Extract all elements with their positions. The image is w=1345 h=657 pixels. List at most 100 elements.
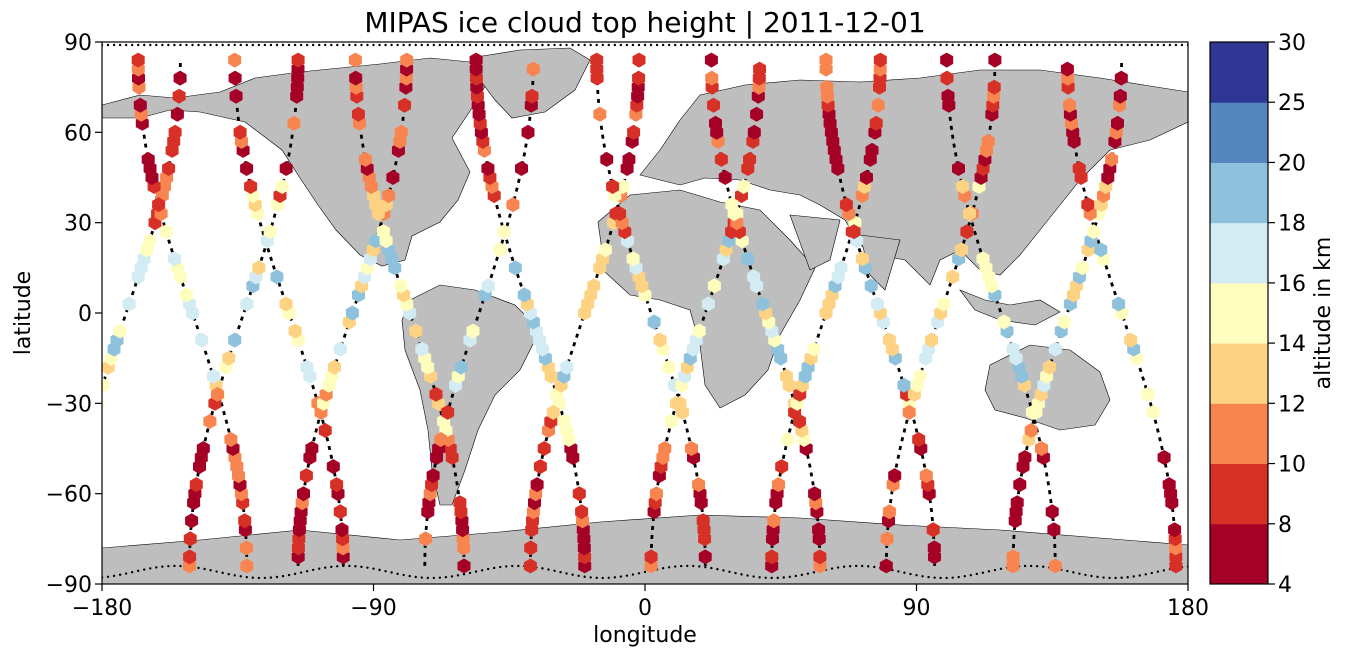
polar-track-dot bbox=[1084, 573, 1087, 577]
polar-track-dot bbox=[414, 43, 417, 47]
polar-track-dot bbox=[1042, 565, 1045, 568]
cloud-point bbox=[481, 161, 495, 176]
polar-track-dot bbox=[812, 571, 816, 574]
polar-track-dot bbox=[1066, 43, 1069, 47]
polar-track-dot bbox=[185, 43, 188, 47]
cloud-point bbox=[593, 106, 607, 122]
polar-track-dot bbox=[281, 43, 285, 47]
polar-track-dot bbox=[330, 565, 333, 569]
polar-track-dot bbox=[161, 43, 164, 47]
cloud-point bbox=[305, 441, 319, 456]
cloud-point bbox=[168, 251, 182, 267]
polar-track-dot bbox=[318, 567, 321, 570]
cloud-point bbox=[229, 88, 243, 104]
colorbar-tick-label: 18 bbox=[1278, 212, 1306, 237]
polar-track-dot bbox=[993, 568, 997, 572]
cloud-point bbox=[707, 97, 720, 113]
cloud-point bbox=[287, 115, 301, 131]
y-axis-label: latitude bbox=[11, 271, 36, 355]
colorbar-frame bbox=[1209, 41, 1269, 585]
polar-track-dot bbox=[945, 43, 948, 47]
colorbar-bin bbox=[1210, 463, 1268, 525]
cloud-point bbox=[75, 459, 88, 474]
greenland bbox=[469, 47, 591, 119]
cloud-point bbox=[632, 70, 646, 86]
polar-track-dot bbox=[607, 576, 610, 580]
cloud-point bbox=[626, 251, 640, 267]
cloud-point bbox=[572, 486, 586, 502]
polar-track-dot bbox=[1090, 43, 1093, 47]
polar-track-dot bbox=[1150, 571, 1154, 575]
polar-track-dot bbox=[619, 575, 623, 578]
cloud-point bbox=[997, 314, 1011, 330]
polar-track-dot bbox=[764, 576, 767, 579]
x-tick-label: 0 bbox=[638, 596, 652, 621]
cloud-point bbox=[252, 260, 266, 276]
polar-track-dot bbox=[981, 571, 985, 574]
colorbar-label: altitude in km bbox=[1311, 237, 1336, 390]
polar-track-dot bbox=[492, 566, 496, 570]
polar-track-dot bbox=[227, 43, 230, 47]
polar-track-dot bbox=[444, 43, 448, 47]
polar-track-dot bbox=[915, 43, 918, 47]
polar-track-dot bbox=[257, 43, 261, 47]
cloud-point bbox=[74, 468, 87, 483]
cloud-point bbox=[750, 106, 764, 122]
polar-track-dot bbox=[921, 575, 924, 578]
cloud-point bbox=[1157, 450, 1171, 465]
polar-track-dot bbox=[764, 43, 767, 47]
cloud-point bbox=[560, 359, 574, 375]
polar-track-dot bbox=[1029, 564, 1033, 568]
polar-track-dot bbox=[571, 573, 574, 576]
y-tick-label: 0 bbox=[78, 302, 92, 327]
colorbar-bin bbox=[1210, 42, 1268, 103]
cloud-point bbox=[233, 124, 247, 140]
cloud-point bbox=[1047, 522, 1061, 538]
x-axis-label: longitude bbox=[593, 623, 697, 648]
polar-track-dot bbox=[1132, 43, 1135, 47]
polar-track-dot bbox=[577, 574, 580, 578]
cloud-point bbox=[400, 52, 414, 68]
polar-track-dot bbox=[1072, 43, 1075, 47]
polar-track-dot bbox=[1017, 43, 1021, 47]
cloud-point bbox=[575, 504, 589, 520]
cloud-point bbox=[772, 477, 785, 493]
polar-track-dot bbox=[137, 43, 140, 47]
cloud-point bbox=[737, 179, 751, 194]
polar-track-dot bbox=[390, 43, 393, 47]
cloud-point bbox=[1113, 88, 1127, 104]
polar-track-dot bbox=[311, 568, 315, 572]
cloud-point bbox=[523, 558, 537, 574]
polar-track-dot bbox=[149, 567, 152, 570]
cloud-point bbox=[807, 341, 821, 357]
polar-track-dot bbox=[1023, 43, 1027, 47]
polar-track-dot bbox=[209, 43, 212, 47]
polar-track-dot bbox=[1096, 43, 1099, 47]
polar-track-dot bbox=[1120, 576, 1123, 579]
polar-track-dot bbox=[221, 43, 224, 47]
cloud-point bbox=[133, 97, 147, 113]
cloud-point bbox=[84, 423, 97, 438]
cloud-point bbox=[546, 404, 560, 420]
polar-track-dot bbox=[824, 43, 828, 47]
polar-track-dot bbox=[336, 43, 339, 47]
y-tick-label: 60 bbox=[64, 121, 92, 146]
polar-track-dot bbox=[571, 43, 574, 47]
polar-track-dot bbox=[348, 43, 351, 47]
polar-track-dot bbox=[951, 43, 954, 47]
polar-track-dot bbox=[704, 43, 707, 47]
cloud-point bbox=[270, 269, 284, 285]
polar-track-dot bbox=[311, 43, 315, 47]
polar-track-dot bbox=[444, 575, 448, 579]
polar-track-dot bbox=[130, 570, 134, 574]
cloud-point bbox=[102, 377, 110, 393]
polar-track-dot bbox=[239, 43, 242, 47]
cloud-point bbox=[644, 549, 658, 565]
cloud-point bbox=[206, 368, 220, 384]
cloud-point bbox=[627, 124, 641, 140]
cloud-point bbox=[376, 224, 390, 240]
polar-track-dot bbox=[1084, 43, 1087, 47]
cloud-point bbox=[743, 151, 757, 167]
colorbar-tick-label: 16 bbox=[1278, 272, 1306, 297]
cloud-point bbox=[526, 61, 540, 77]
